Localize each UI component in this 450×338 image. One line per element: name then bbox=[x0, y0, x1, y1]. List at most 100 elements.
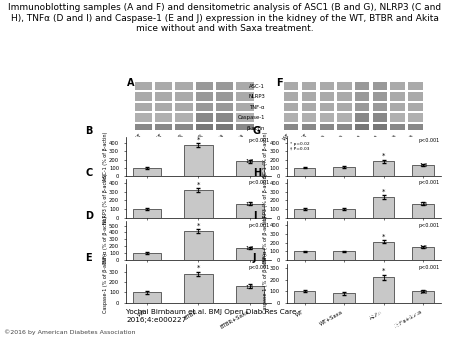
Bar bbox=[302, 113, 316, 122]
Bar bbox=[373, 242, 395, 260]
Bar bbox=[320, 113, 334, 122]
Text: 1.6: 1.6 bbox=[246, 202, 254, 207]
Bar bbox=[294, 251, 315, 260]
Bar bbox=[135, 124, 152, 132]
Bar bbox=[412, 291, 434, 303]
Bar bbox=[236, 161, 264, 176]
Text: BTBR+Saxa: BTBR+Saxa bbox=[200, 133, 225, 157]
Bar bbox=[184, 231, 213, 260]
Text: BMJ Open
Diabetes
Research
& Care: BMJ Open Diabetes Research & Care bbox=[369, 310, 419, 338]
Bar bbox=[196, 113, 213, 122]
Bar bbox=[155, 103, 172, 111]
Text: I: I bbox=[253, 211, 256, 221]
Bar bbox=[391, 92, 405, 101]
Bar bbox=[408, 92, 423, 101]
Bar bbox=[391, 113, 405, 122]
Bar bbox=[216, 103, 234, 111]
Bar bbox=[135, 82, 152, 90]
Y-axis label: ASC-1 (% of β-actin): ASC-1 (% of β-actin) bbox=[263, 131, 268, 181]
Text: Akita: Akita bbox=[368, 133, 380, 145]
Bar bbox=[236, 92, 254, 101]
Text: H: H bbox=[253, 168, 261, 178]
Text: ASC-1: ASC-1 bbox=[249, 83, 265, 89]
Text: p<0.001: p<0.001 bbox=[418, 265, 440, 270]
Bar bbox=[184, 274, 213, 303]
Bar bbox=[355, 124, 369, 132]
Bar bbox=[176, 92, 193, 101]
Bar bbox=[302, 103, 316, 111]
Bar bbox=[333, 251, 355, 260]
Bar bbox=[216, 82, 234, 90]
Bar bbox=[373, 103, 387, 111]
Text: 1.3: 1.3 bbox=[419, 163, 427, 168]
Bar bbox=[155, 82, 172, 90]
Bar bbox=[320, 103, 334, 111]
Bar bbox=[391, 103, 405, 111]
Bar bbox=[216, 113, 234, 122]
Bar bbox=[236, 113, 254, 122]
Text: C: C bbox=[86, 168, 93, 178]
Text: *: * bbox=[382, 188, 385, 194]
Text: BTBR+Saxa: BTBR+Saxa bbox=[221, 133, 245, 157]
Bar bbox=[338, 103, 352, 111]
Bar bbox=[236, 82, 254, 90]
Bar bbox=[333, 167, 355, 176]
Text: J: J bbox=[253, 253, 256, 263]
Text: TNF-α: TNF-α bbox=[250, 104, 265, 110]
Text: Akita+Saxa: Akita+Saxa bbox=[392, 133, 415, 156]
Bar bbox=[391, 124, 405, 132]
Text: *: * bbox=[197, 182, 200, 187]
Bar bbox=[236, 204, 264, 218]
Bar bbox=[373, 277, 395, 303]
Bar bbox=[135, 103, 152, 111]
Bar bbox=[355, 92, 369, 101]
Bar bbox=[236, 124, 254, 132]
Bar bbox=[196, 124, 213, 132]
Bar bbox=[176, 103, 193, 111]
Bar bbox=[302, 124, 316, 132]
Text: p<0.001: p<0.001 bbox=[248, 265, 270, 270]
Bar bbox=[302, 82, 316, 90]
Text: *: * bbox=[197, 137, 200, 143]
Bar bbox=[320, 124, 334, 132]
Bar bbox=[133, 253, 161, 260]
Bar bbox=[196, 92, 213, 101]
Y-axis label: Caspase-1 (% of β-actin): Caspase-1 (% of β-actin) bbox=[263, 253, 268, 313]
Text: WT+Saxa: WT+Saxa bbox=[324, 133, 345, 153]
Bar bbox=[133, 209, 161, 218]
Bar bbox=[294, 209, 315, 218]
Bar bbox=[196, 103, 213, 111]
Bar bbox=[408, 82, 423, 90]
Text: 1.8: 1.8 bbox=[246, 245, 254, 250]
Bar bbox=[302, 92, 316, 101]
Bar bbox=[338, 113, 352, 122]
Bar bbox=[355, 113, 369, 122]
Bar bbox=[284, 124, 298, 132]
Bar bbox=[355, 103, 369, 111]
Text: p<0.001: p<0.001 bbox=[418, 180, 440, 185]
Text: p<0.001: p<0.001 bbox=[248, 222, 270, 227]
Text: *: * bbox=[197, 265, 200, 271]
Text: Akita: Akita bbox=[350, 133, 362, 145]
Bar bbox=[135, 92, 152, 101]
Text: 1.6: 1.6 bbox=[419, 202, 428, 207]
Bar bbox=[391, 82, 405, 90]
Text: p<0.001: p<0.001 bbox=[418, 138, 440, 143]
Text: β-actin: β-actin bbox=[247, 125, 265, 130]
Text: *: * bbox=[382, 153, 385, 159]
Bar bbox=[135, 113, 152, 122]
Bar bbox=[155, 113, 172, 122]
Bar bbox=[236, 286, 264, 303]
Text: G: G bbox=[253, 126, 261, 136]
Text: WT: WT bbox=[300, 133, 309, 142]
Text: WT: WT bbox=[134, 133, 144, 142]
Bar bbox=[373, 161, 395, 176]
Bar bbox=[338, 82, 352, 90]
Bar bbox=[355, 82, 369, 90]
Bar bbox=[408, 113, 423, 122]
Text: p<0.001: p<0.001 bbox=[418, 222, 440, 227]
Bar bbox=[333, 209, 355, 218]
Bar bbox=[133, 168, 161, 176]
Bar bbox=[408, 124, 423, 132]
Text: Akita+Saxa: Akita+Saxa bbox=[374, 133, 398, 156]
